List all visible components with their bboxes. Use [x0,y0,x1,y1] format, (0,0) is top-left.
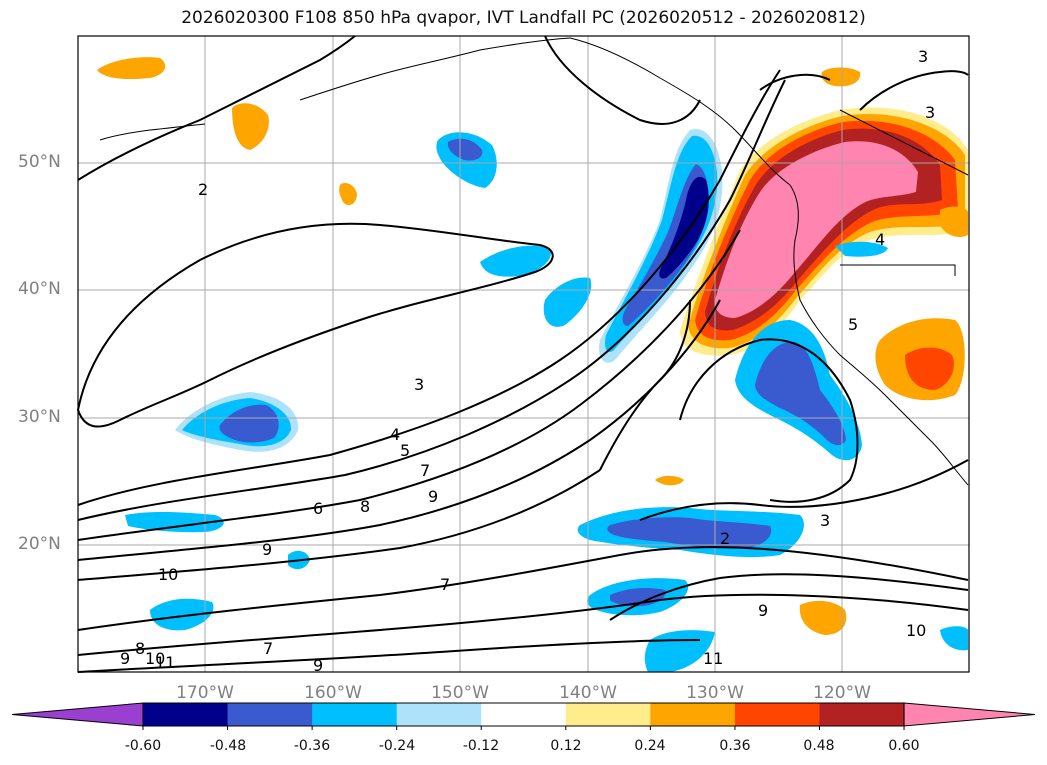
colorbar-outline [142,702,905,727]
contour-label: 8 [360,497,370,516]
contour-label: 9 [428,487,438,506]
colorbar-swatch [734,703,820,726]
colorbar-extend-high [903,702,1036,727]
coastlines [99,37,969,486]
contour-label: 10 [906,621,926,640]
colorbar-tick-label: 0.60 [888,738,920,754]
contour-label: 4 [875,230,885,249]
colorbar-extend-low [11,702,144,727]
contour-label: 11 [155,653,175,672]
contour-label: 6 [313,499,323,518]
contour-label: 7 [263,639,273,658]
colorbar-tick-label: 0.24 [634,738,666,754]
lat-label-50n: 50°N [18,152,61,172]
colorbar-swatch [819,703,905,726]
contour-label: 2 [720,529,730,548]
lat-label-20n: 20°N [18,534,61,554]
map-frame [77,35,970,673]
lat-label-40n: 40°N [18,279,61,299]
colorbar-tick-label: 0.48 [803,738,835,754]
contour-label-layer: 3 3 2 3 4 5 7 6 8 9 9 10 9 8 10 11 7 9 7… [120,47,935,675]
colorbar-tick-label: -0.24 [378,738,416,754]
colorbar-tick-label: -0.48 [209,738,247,754]
colorbar-swatch [481,703,567,726]
colorbar-swatch [565,703,651,726]
lon-label-120w: 120°W [813,683,871,703]
colorbar-swatch [227,703,313,726]
colorbar-swatch [396,703,482,726]
lon-label-140w: 140°W [559,683,617,703]
colorbar-tick-label: -0.60 [124,738,162,754]
contour-label: 3 [925,103,935,122]
colorbar-tick-label: 0.12 [550,738,582,754]
colorbar-swatch [312,703,398,726]
colorbar-swatch [143,703,229,726]
contour-lines [76,35,969,673]
contour-label: 7 [440,575,450,594]
lat-label-30n: 30°N [18,407,61,427]
colorbar-tick-label: -0.36 [293,738,331,754]
contour-label: 11 [703,649,723,668]
colorbar-ticks [142,726,905,730]
contour-label: 10 [158,565,178,584]
colorbar-swatch [650,703,736,726]
contour-label: 3 [414,375,424,394]
contour-label: 9 [120,649,130,668]
colorbar-tick-label: 0.36 [719,738,751,754]
contour-label: 3 [820,511,830,530]
contour-label: 3 [918,47,928,66]
map-title: 2026020300 F108 850 hPa qvapor, IVT Land… [181,8,866,28]
contour-label: 5 [848,315,858,334]
contour-label: 7 [420,461,430,480]
positive-anomaly-shading [97,57,968,635]
contour-label: 5 [400,441,410,460]
lon-label-150w: 150°W [431,683,489,703]
contour-label: 10 [145,649,165,668]
contour-label: 9 [262,540,272,559]
lon-label-130w: 130°W [686,683,744,703]
contour-label: 9 [758,601,768,620]
colorbar-tick-label: -0.12 [462,738,500,754]
lon-label-160w: 160°W [304,683,362,703]
contour-label: 4 [390,425,400,444]
contour-label: 9 [313,656,323,675]
contour-label: 8 [135,639,145,658]
colorbar-swatches [11,702,1036,727]
lon-label-170w: 170°W [176,683,234,703]
contour-label: 2 [198,180,208,199]
